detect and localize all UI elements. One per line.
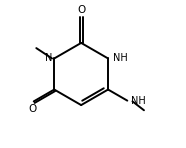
Text: NH: NH bbox=[131, 96, 146, 106]
Text: NH: NH bbox=[113, 53, 128, 63]
Text: O: O bbox=[29, 104, 37, 114]
Text: O: O bbox=[77, 5, 85, 15]
Text: N: N bbox=[45, 53, 52, 63]
